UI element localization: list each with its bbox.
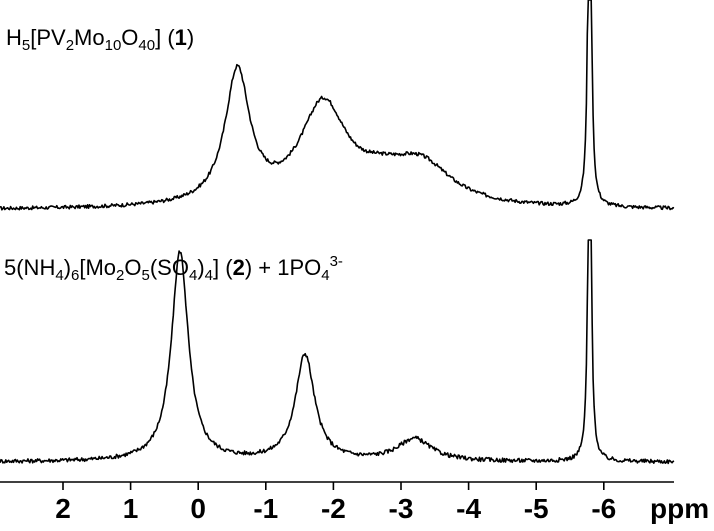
series-label-2: 5(NH4)6[Mo2O5(SO4)4] (2) + 1PO43- <box>4 253 343 284</box>
x-tick-label: -1 <box>253 493 278 524</box>
spectrum-1: H5[PV2Mo10O40] (1) <box>0 0 675 211</box>
x-tick-label: 0 <box>190 493 206 524</box>
x-tick-label: -5 <box>524 493 549 524</box>
spectrum-trace-1 <box>0 0 675 211</box>
x-axis: 2 1 0 -1 -2 -3 -4 -5 -6 ppm <box>0 481 709 524</box>
x-tick-label: -2 <box>321 493 346 524</box>
x-tick-label: -4 <box>456 493 481 524</box>
spectrum-2: 5(NH4)6[Mo2O5(SO4)4] (2) + 1PO43- <box>0 239 675 465</box>
x-tick-label: -6 <box>591 493 616 524</box>
spectrum-trace-2 <box>0 239 675 465</box>
series-label-1: H5[PV2Mo10O40] (1) <box>6 25 194 54</box>
x-tick-label: 2 <box>55 493 71 524</box>
x-tick-label: 1 <box>123 493 139 524</box>
x-axis-ticks: 2 1 0 -1 -2 -3 -4 -5 -6 <box>55 482 616 524</box>
x-axis-unit-label: ppm <box>650 493 709 524</box>
x-tick-label: -3 <box>389 493 414 524</box>
